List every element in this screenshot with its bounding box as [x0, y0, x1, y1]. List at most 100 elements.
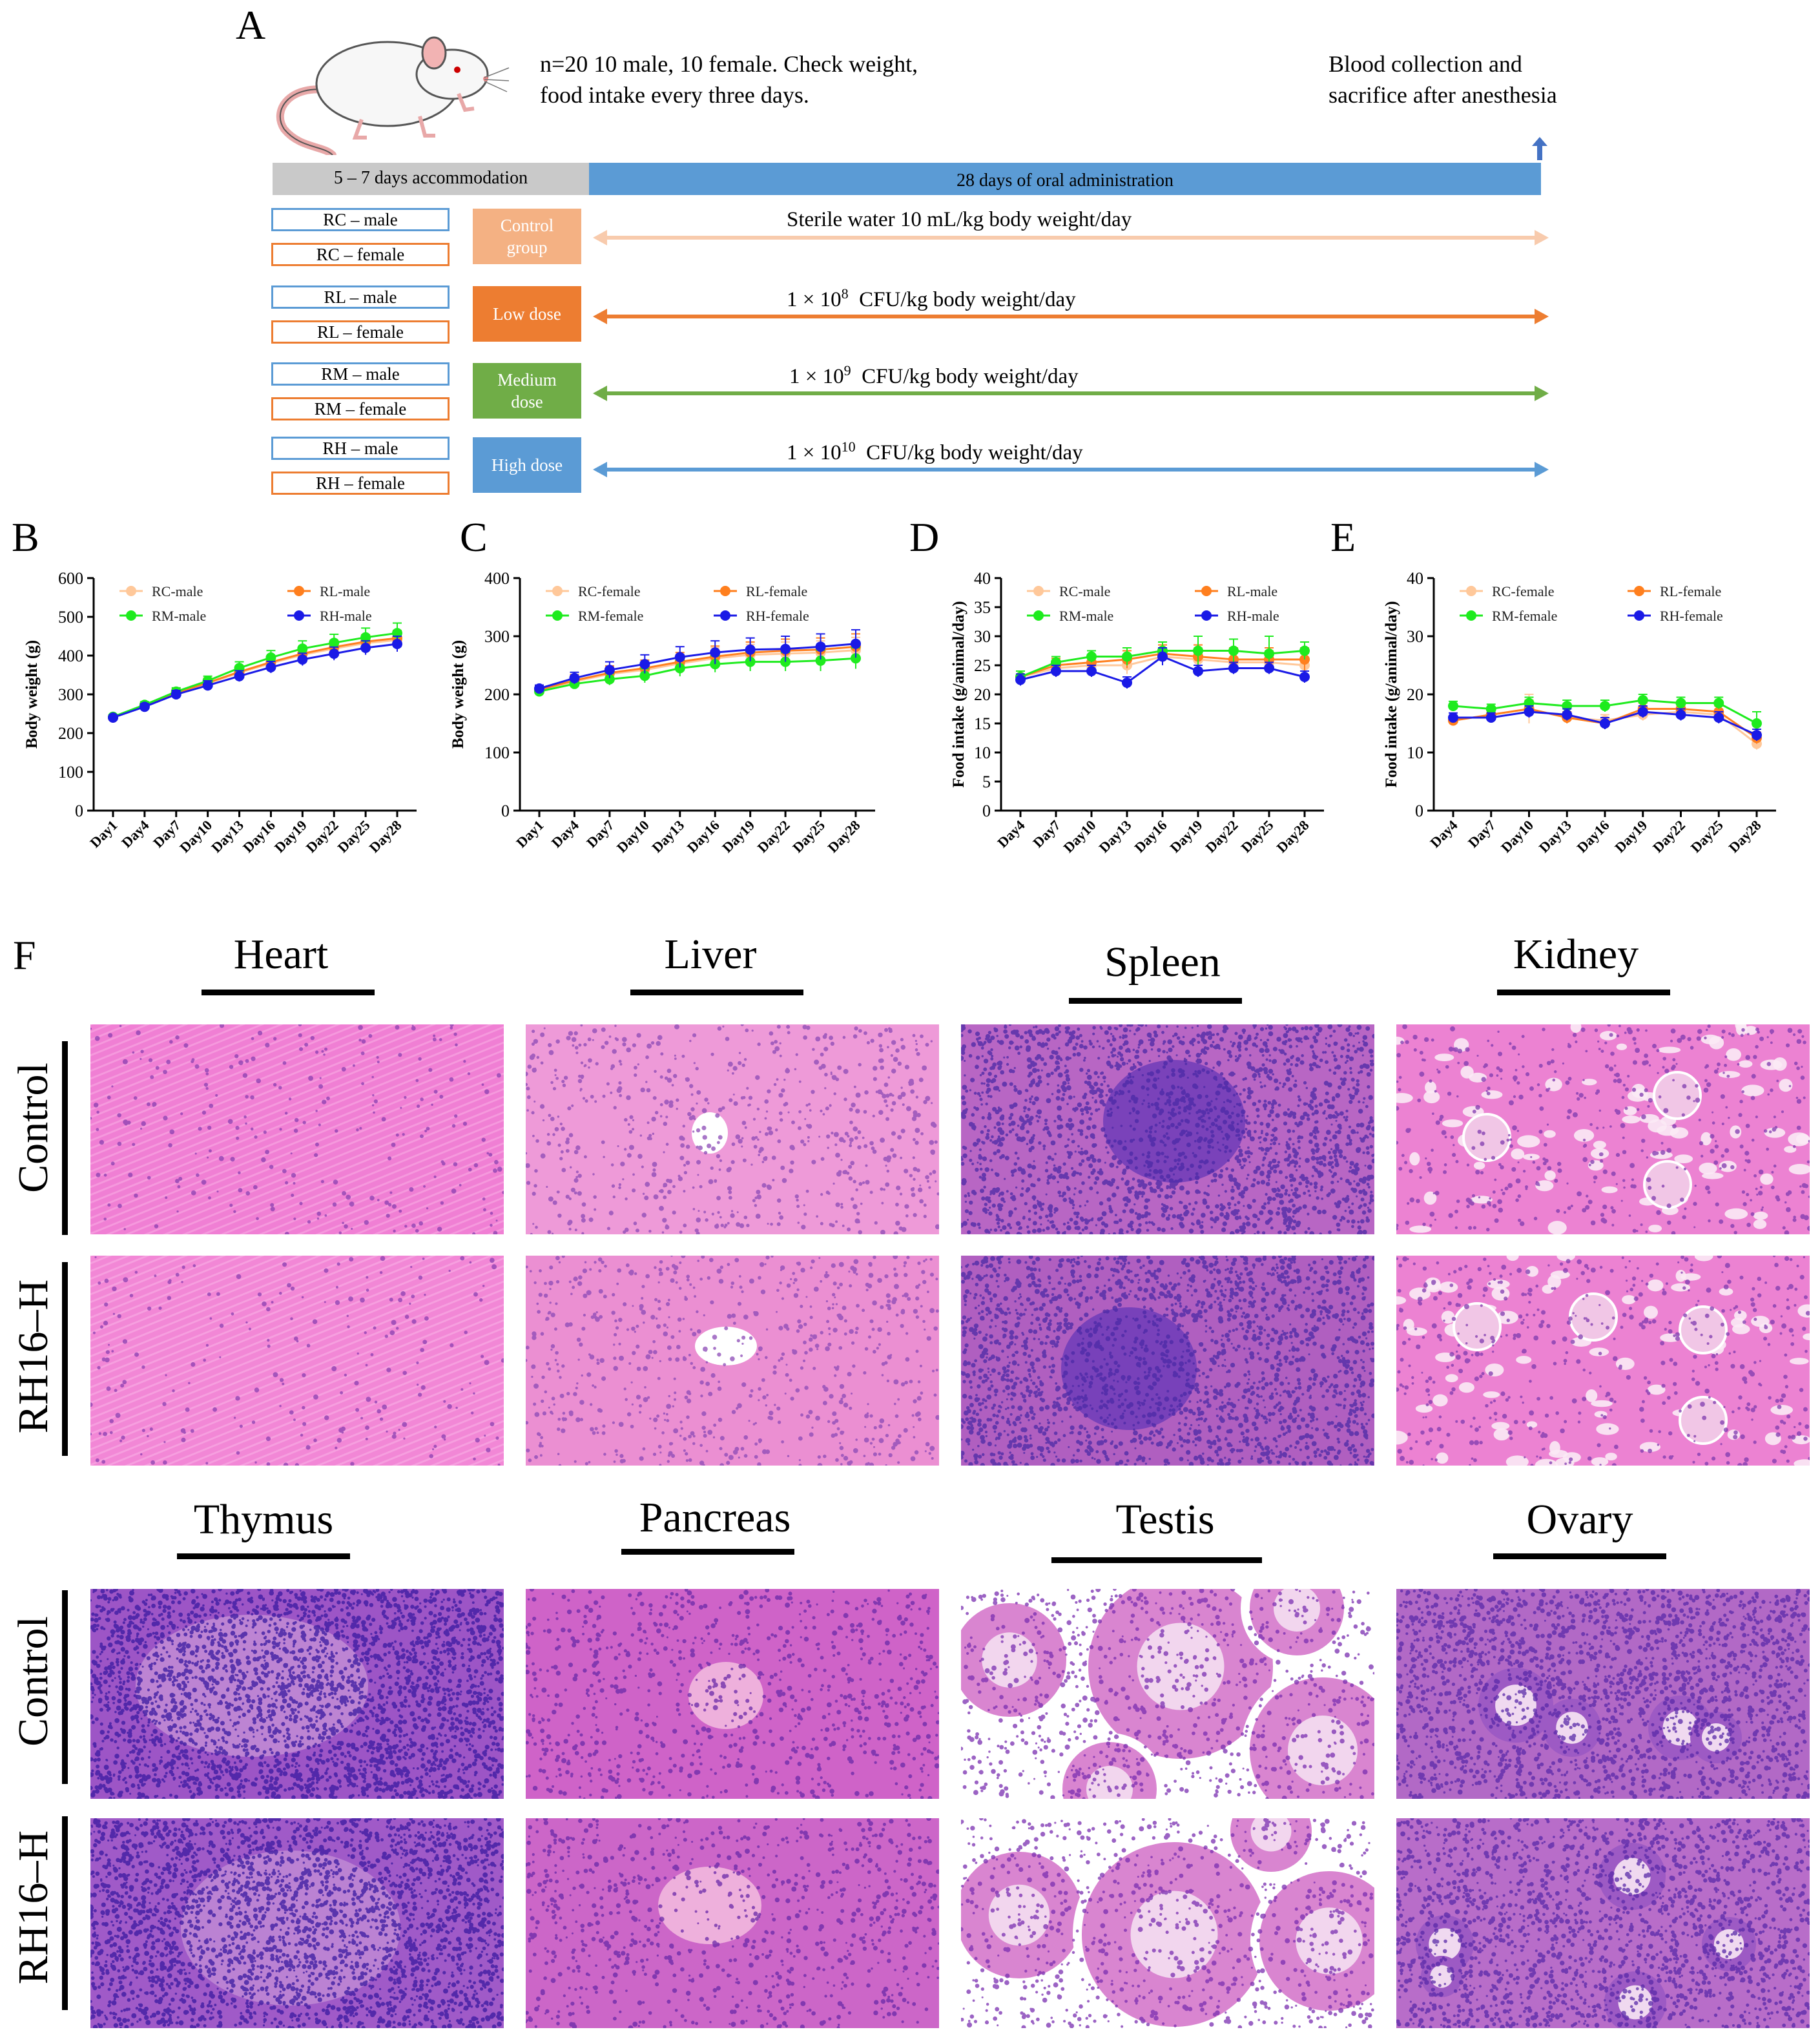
panel-label-b: B: [12, 513, 39, 561]
panel-label-e: E: [1330, 513, 1356, 561]
data-point-rm-male: [329, 638, 339, 648]
histology-spleen-treated: [961, 1256, 1374, 1466]
data-point-rh-female: [1562, 710, 1572, 720]
y-tick-label: 500: [58, 608, 83, 627]
tubule-lumen: [1790, 1358, 1809, 1365]
high-dose-exponent: 10: [842, 439, 856, 455]
organ-title-testis: Testis: [1017, 1495, 1314, 1544]
data-point-rh-male: [203, 680, 213, 690]
tubule-lumen: [1753, 1219, 1766, 1229]
row-label-treated: RH16–H: [9, 1260, 58, 1453]
tubule-lumen: [1753, 1212, 1768, 1220]
tubule-lumen: [1434, 1053, 1454, 1061]
x-tick-label: Day19: [719, 817, 758, 856]
x-tick-label: Day16: [1574, 817, 1613, 856]
low-dose-text: 1 × 108 CFU/kg body weight/day: [787, 285, 1076, 312]
legend-label: RH-female: [746, 608, 809, 624]
data-point-rh-male: [392, 639, 402, 649]
histology-texture: [90, 1024, 504, 1234]
x-tick-label: Day25: [335, 817, 373, 856]
rm-male-label: RM – male: [271, 362, 450, 386]
y-tick-label: 200: [484, 685, 510, 704]
histology-texture: [90, 1256, 504, 1466]
high-dose-base: 1 × 10: [787, 441, 842, 464]
control-dose-text: Sterile water 10 mL/kg body weight/day: [787, 208, 1132, 232]
histology-liver-treated: [526, 1256, 939, 1466]
x-tick-label: Day10: [1498, 817, 1536, 856]
medium-dose-base: 1 × 10: [789, 365, 844, 388]
legend-marker: [126, 610, 136, 621]
data-point-rh-male: [108, 712, 118, 723]
tubule-lumen: [1739, 1061, 1753, 1068]
accommodation-label: 5 – 7 days accommodation: [273, 168, 589, 189]
tubule-lumen: [1432, 1395, 1447, 1407]
histology-texture: [526, 1256, 939, 1466]
data-point-rh-male: [1299, 672, 1310, 682]
tubule-lumen: [1760, 1174, 1773, 1185]
row-label-control: Control: [9, 1031, 58, 1225]
y-tick-label: 0: [75, 802, 83, 820]
y-tick-label: 30: [974, 627, 991, 646]
rc-female-label: RC – female: [271, 243, 450, 266]
x-tick-label: Day16: [684, 817, 723, 856]
study-note-line1: n=20 10 male, 10 female. Check weight,: [540, 50, 918, 78]
histology-kidney-control: [1396, 1024, 1810, 1234]
tubule-lumen: [1628, 1090, 1648, 1102]
row-label-treated: RH16–H: [9, 1810, 58, 2004]
legend-label: RL-female: [746, 583, 807, 599]
data-point-rm-male: [1228, 646, 1239, 656]
x-tick-label: Day4: [548, 817, 582, 851]
histology-pancreas-control: [526, 1589, 939, 1799]
tubule-lumen: [1288, 1716, 1358, 1785]
low-dose-line1: Low dose: [493, 303, 561, 325]
data-point-rm-male: [1193, 646, 1203, 656]
tubule-lumen: [1622, 1115, 1640, 1123]
histology-ovary-treated: [1396, 1818, 1810, 2028]
tubule-lumen: [1436, 1453, 1449, 1464]
y-tick-label: 200: [58, 724, 83, 743]
histology-heart-control: [90, 1024, 504, 1234]
y-tick-label: 0: [501, 802, 510, 820]
medium-dose-suffix: CFU/kg body weight/day: [851, 365, 1079, 388]
tubule-lumen: [1596, 1423, 1618, 1435]
data-point-rh-female: [1676, 710, 1686, 720]
tubule-lumen: [1409, 1225, 1431, 1232]
rl-female-label: RL – female: [271, 320, 450, 344]
data-point-rh-female: [745, 645, 756, 655]
tubule-lumen: [1648, 1119, 1667, 1133]
x-tick-label: Day28: [825, 817, 863, 856]
legend-marker: [720, 610, 730, 621]
data-point-rh-male: [1157, 652, 1168, 662]
histology-spleen-control: [961, 1024, 1374, 1234]
y-tick-label: 0: [1415, 802, 1423, 820]
legend-marker: [1634, 586, 1644, 596]
data-point-rm-female: [1752, 718, 1762, 729]
legend-marker: [1466, 586, 1476, 596]
data-point-rh-male: [234, 671, 245, 681]
tubule-lumen: [1648, 1225, 1662, 1232]
x-tick-label: Day10: [1060, 817, 1099, 856]
legend-marker: [1033, 610, 1044, 621]
tubule-lumen: [1726, 1048, 1741, 1061]
rc-male-label: RC – male: [271, 208, 450, 231]
data-point-rm-female: [1676, 698, 1686, 709]
tubule-lumen: [1544, 1130, 1556, 1138]
y-axis-label: Food intake (g/animal/day): [1383, 601, 1400, 788]
high-dose-text: 1 × 1010 CFU/kg body weight/day: [787, 439, 1083, 465]
tubule-lumen: [1658, 1046, 1680, 1053]
data-point-rh-female: [816, 641, 826, 652]
medium-dose-line2: dose: [511, 392, 543, 411]
tubule-lumen: [1548, 1221, 1567, 1234]
data-point-rh-female: [569, 673, 579, 683]
legend-label: RL-female: [1660, 583, 1721, 599]
histology-ovary-control: [1396, 1589, 1810, 1799]
rh-male-label: RH – male: [271, 437, 450, 460]
data-point-rm-male: [1264, 648, 1274, 659]
data-point-rm-female: [1638, 695, 1648, 705]
legend-marker: [294, 586, 304, 596]
organ-title-thymus: Thymus: [115, 1495, 412, 1544]
tubule-lumen: [1549, 1441, 1560, 1455]
medium-dose-text: 1 × 109 CFU/kg body weight/day: [789, 362, 1079, 389]
data-point-rm-male: [1122, 652, 1132, 662]
